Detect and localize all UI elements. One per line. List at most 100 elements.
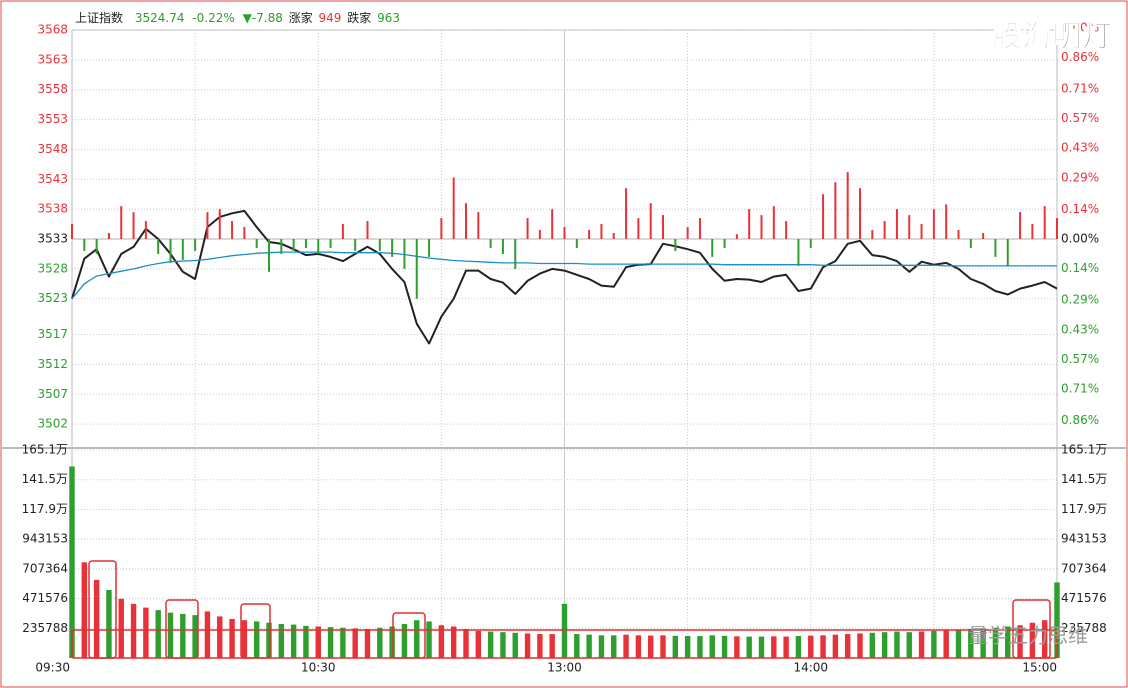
y-tick-label: 3528 (37, 261, 68, 275)
volume-bar (364, 629, 371, 658)
volume-bar (795, 635, 802, 658)
breadth-bar (822, 194, 825, 239)
volume-bar (69, 466, 75, 658)
y-tick-label: 471576 (22, 591, 68, 605)
highlight-box (88, 560, 117, 659)
volume-bar (303, 625, 309, 658)
volume-bar (130, 603, 137, 658)
breadth-bar (95, 239, 98, 254)
volume-bar (81, 562, 88, 658)
highlight-box (71, 629, 1058, 659)
y-tick-label: 141.5万 (22, 472, 68, 486)
volume-bar (438, 625, 445, 658)
volume-bar (647, 635, 654, 658)
volume-bar (635, 635, 642, 658)
volume-bar (487, 631, 494, 658)
y-tick-label: 3502 (37, 417, 68, 431)
y-tick-label: 165.1万 (22, 443, 68, 457)
volume-bar (561, 603, 568, 658)
breadth-bar (625, 188, 628, 239)
volume-bar (463, 629, 469, 658)
highlight-box (1012, 599, 1051, 659)
volume-bar (746, 636, 752, 658)
x-tick-label: 15:00 (1022, 661, 1057, 675)
y-tick-label-right: 707364 (1061, 561, 1107, 575)
y-tick-label: 3523 (37, 291, 68, 305)
text-layer: 上证指数 3524.74 -0.22% ▼-7.88 涨家 949 跌家 963… (22, 10, 1108, 675)
y-tick-label: 3507 (37, 387, 68, 401)
volume-bar (500, 632, 506, 658)
volume-bar (697, 636, 703, 658)
y2-tick-label: 0.00% (1061, 232, 1099, 246)
volume-bar (450, 626, 457, 658)
breadth-bar (945, 204, 948, 239)
volume-bar (1017, 625, 1023, 658)
y2-tick-label: 0.57% (1061, 111, 1099, 125)
volume-bar (574, 634, 580, 658)
breadth-bar (255, 239, 258, 248)
volume-bar (894, 631, 900, 658)
volume-bar (918, 631, 925, 658)
volume-bar (1041, 620, 1048, 658)
highlight-box (165, 599, 199, 659)
y-tick-label: 3553 (37, 112, 68, 126)
y-tick-label: 3543 (37, 172, 68, 186)
volume-bar (598, 635, 605, 658)
y-tick-label-right: 165.1万 (1061, 443, 1107, 457)
breadth-bar (465, 203, 467, 239)
index-price: 3524.74 (135, 11, 185, 25)
volume-bar (327, 627, 334, 658)
volume-bar (278, 623, 285, 658)
volume-bar (192, 615, 198, 658)
breadth-bar (1006, 239, 1009, 266)
breadth-bar (132, 212, 135, 239)
volume-bar (93, 579, 100, 658)
header: 上证指数 3524.74 -0.22% ▼-7.88 涨家 949 跌家 963 (75, 10, 400, 25)
volume-bar (808, 635, 814, 658)
volume-bar (758, 636, 765, 658)
volume-bar (721, 635, 728, 658)
change-pct: -0.22% (192, 11, 234, 25)
breadth-bar (206, 212, 209, 239)
breadth-bar (304, 239, 307, 248)
breadth-bar (428, 239, 431, 257)
breadth-bar (711, 239, 714, 257)
breadth-bar (403, 239, 406, 269)
breadth-bar (612, 233, 615, 239)
breadth-bar (366, 221, 369, 239)
y-tick-label: 3563 (37, 52, 68, 66)
volume-bar (709, 635, 715, 658)
volume-bar (167, 612, 174, 658)
breadth-bar (662, 215, 664, 239)
volume-bar (524, 633, 531, 658)
up-count: 949 (319, 11, 342, 25)
breadth-bar (341, 224, 344, 239)
breadth-bar (169, 239, 172, 263)
volume-bar (734, 636, 740, 658)
change: ▼-7.88 (243, 11, 283, 25)
y-tick-label: 943153 (22, 532, 68, 546)
highlight-box (392, 612, 426, 659)
breadth-bar (181, 239, 184, 260)
volume-bar (290, 624, 297, 658)
breadth-bar (760, 215, 763, 239)
breadth-bar (563, 227, 566, 239)
breadth-bar (194, 239, 197, 251)
breadth-bar (280, 239, 283, 254)
volume-bar (315, 626, 321, 658)
volume-bar (377, 627, 383, 658)
breadth-bar (415, 239, 418, 299)
breadth-bar (354, 239, 357, 251)
x-tick-label: 14:00 (793, 661, 828, 675)
volume-bar (253, 621, 260, 658)
volume-bar (106, 589, 112, 658)
volume-bar (180, 613, 186, 658)
volume-bar (143, 607, 149, 658)
breadth-bar (144, 221, 147, 239)
y2-tick-label: 0.57% (1061, 352, 1099, 366)
y2-tick-label: 0.86% (1061, 413, 1099, 427)
y-tick-label: 3517 (37, 327, 68, 341)
volume-bar (340, 627, 346, 658)
